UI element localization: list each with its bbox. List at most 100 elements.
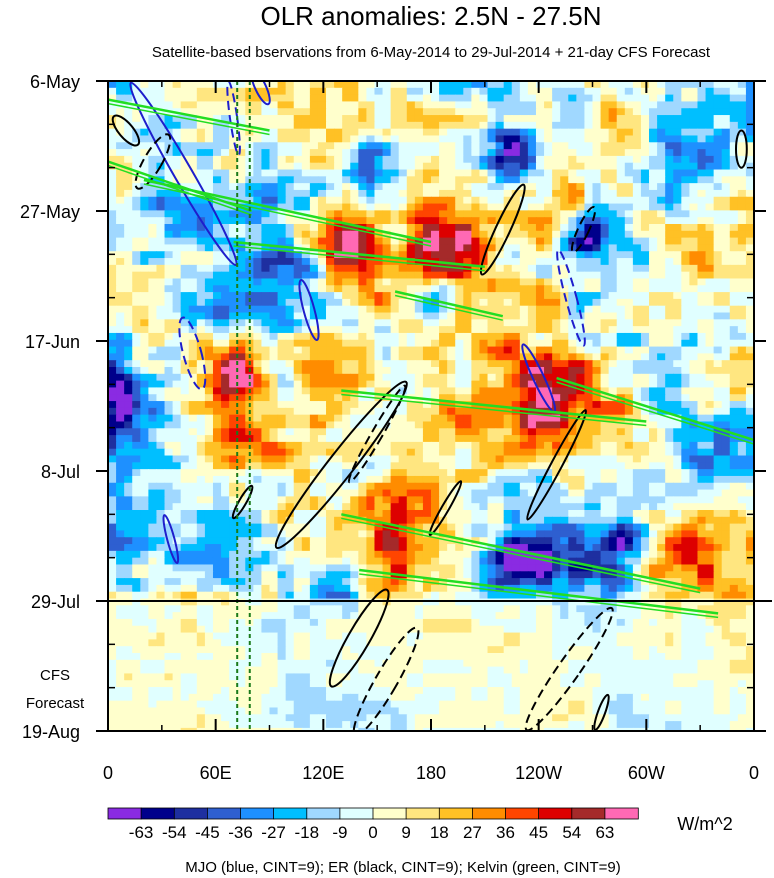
heatmap-cell bbox=[132, 258, 141, 266]
heatmap-cell bbox=[447, 94, 456, 103]
heatmap-cell bbox=[132, 496, 141, 504]
heatmap-cell bbox=[584, 108, 594, 116]
heatmap-cell bbox=[713, 115, 723, 123]
heatmap-cell bbox=[737, 339, 747, 348]
heatmap-cell bbox=[253, 462, 263, 470]
heatmap-cell bbox=[422, 407, 432, 416]
heatmap-cell bbox=[253, 373, 263, 382]
heatmap-cell bbox=[592, 271, 602, 280]
heatmap-cell bbox=[455, 237, 464, 246]
heatmap-cell bbox=[221, 428, 230, 436]
heatmap-cell bbox=[406, 285, 416, 293]
heatmap-cell bbox=[326, 448, 335, 457]
heatmap-cell bbox=[237, 360, 246, 368]
heatmap-cell bbox=[511, 87, 521, 96]
heatmap-cell bbox=[431, 210, 440, 218]
heatmap-cell bbox=[212, 380, 222, 389]
heatmap-cell bbox=[632, 346, 642, 354]
heatmap-cell bbox=[422, 469, 432, 477]
heatmap-cell bbox=[277, 264, 287, 273]
heatmap-cell bbox=[212, 189, 222, 198]
heatmap-cell bbox=[447, 258, 456, 266]
heatmap-cell bbox=[640, 448, 650, 457]
heatmap-cell bbox=[140, 428, 149, 436]
heatmap-cell bbox=[519, 387, 529, 395]
heatmap-cell bbox=[414, 305, 424, 314]
heatmap-cell bbox=[132, 108, 141, 116]
heatmap-cell bbox=[479, 101, 489, 109]
heatmap-cell bbox=[697, 135, 707, 143]
heatmap-cell bbox=[721, 196, 731, 205]
heatmap-cell bbox=[681, 407, 690, 416]
heatmap-cell bbox=[608, 475, 618, 484]
heatmap-cell bbox=[729, 435, 739, 443]
heatmap-cell bbox=[237, 312, 246, 320]
heatmap-cell bbox=[697, 312, 707, 320]
heatmap-cell bbox=[544, 264, 553, 273]
heatmap-cell bbox=[503, 475, 513, 484]
heatmap-cell bbox=[608, 373, 618, 382]
heatmap-cell bbox=[584, 475, 594, 484]
heatmap-cell bbox=[326, 108, 335, 116]
heatmap-cell bbox=[237, 217, 246, 225]
heatmap-cell bbox=[568, 121, 577, 130]
heatmap-cell bbox=[108, 475, 117, 484]
heatmap-cell bbox=[592, 278, 602, 286]
heatmap-cell bbox=[584, 115, 594, 123]
heatmap-cell bbox=[584, 258, 594, 266]
heatmap-cell bbox=[665, 142, 674, 150]
heatmap-cell bbox=[592, 360, 602, 368]
heatmap-cell bbox=[366, 189, 376, 198]
heatmap-cell bbox=[471, 128, 481, 137]
heatmap-cell bbox=[447, 339, 456, 348]
heatmap-cell bbox=[519, 237, 529, 246]
heatmap-cell bbox=[204, 237, 214, 246]
heatmap-cell bbox=[285, 271, 295, 280]
heatmap-cell bbox=[689, 448, 699, 457]
heatmap-cell bbox=[737, 278, 747, 286]
heatmap-cell bbox=[422, 264, 432, 273]
heatmap-cell bbox=[535, 264, 545, 273]
heatmap-cell bbox=[358, 169, 367, 177]
heatmap-cell bbox=[568, 128, 577, 137]
heatmap-cell bbox=[576, 326, 586, 334]
heatmap-cell bbox=[309, 339, 319, 348]
heatmap-cell bbox=[204, 428, 214, 436]
heatmap-cell bbox=[568, 298, 577, 307]
heatmap-cell bbox=[527, 155, 537, 164]
heatmap-cell bbox=[616, 101, 626, 109]
heatmap-cell bbox=[237, 224, 246, 232]
heatmap-cell bbox=[689, 237, 699, 246]
heatmap-cell bbox=[172, 428, 182, 436]
heatmap-cell bbox=[188, 455, 198, 463]
heatmap-cell bbox=[560, 135, 569, 143]
heatmap-cell bbox=[366, 489, 376, 497]
heatmap-cell bbox=[737, 264, 747, 273]
heatmap-cell bbox=[697, 475, 707, 484]
heatmap-cell bbox=[681, 169, 690, 177]
heatmap-cell bbox=[148, 278, 158, 286]
heatmap-cell bbox=[592, 407, 602, 416]
heatmap-cell bbox=[204, 149, 214, 157]
heatmap-cell bbox=[366, 367, 376, 375]
heatmap-cell bbox=[576, 428, 586, 436]
heatmap-cell bbox=[350, 155, 359, 164]
heatmap-cell bbox=[495, 155, 505, 164]
heatmap-cell bbox=[616, 475, 626, 484]
heatmap-cell bbox=[657, 244, 666, 252]
heatmap-cell bbox=[196, 373, 206, 382]
heatmap-cell bbox=[374, 244, 384, 252]
heatmap-cell bbox=[334, 503, 343, 511]
heatmap-cell bbox=[422, 155, 432, 164]
heatmap-cell bbox=[624, 469, 634, 477]
heatmap-cell bbox=[729, 319, 739, 327]
heatmap-cell bbox=[237, 367, 246, 375]
heatmap-cell bbox=[269, 387, 279, 395]
heatmap-cell bbox=[285, 258, 295, 266]
heatmap-cell bbox=[317, 94, 327, 103]
heatmap-cell bbox=[229, 421, 238, 429]
heatmap-cell bbox=[180, 298, 190, 307]
heatmap-cell bbox=[156, 360, 166, 368]
heatmap-cell bbox=[293, 353, 303, 361]
heatmap-cell bbox=[552, 162, 561, 171]
